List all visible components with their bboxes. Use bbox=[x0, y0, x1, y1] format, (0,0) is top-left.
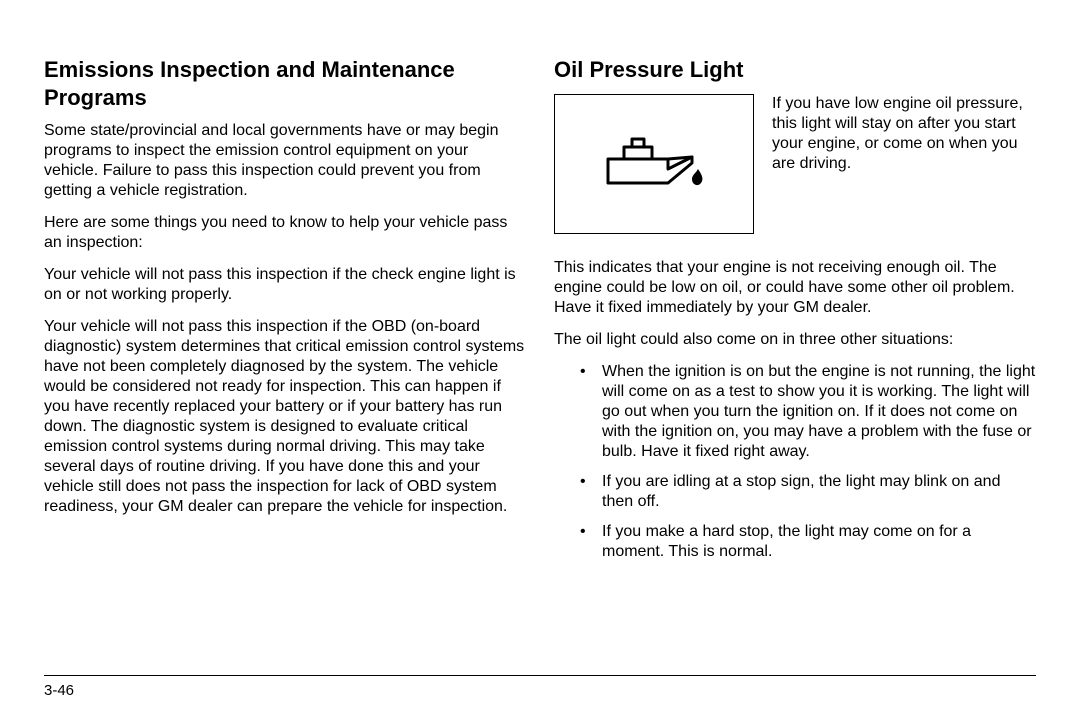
oil-light-situations-list: When the ignition is on but the engine i… bbox=[554, 362, 1036, 562]
list-item: If you are idling at a stop sign, the li… bbox=[570, 472, 1036, 512]
left-heading: Emissions Inspection and Maintenance Pro… bbox=[44, 56, 526, 111]
left-column: Emissions Inspection and Maintenance Pro… bbox=[44, 56, 526, 667]
icon-description: If you have low engine oil pressure, thi… bbox=[772, 94, 1036, 234]
oil-pressure-icon-box bbox=[554, 94, 754, 234]
left-paragraph-4: Your vehicle will not pass this inspecti… bbox=[44, 317, 526, 517]
list-item: If you make a hard stop, the light may c… bbox=[570, 522, 1036, 562]
left-paragraph-3: Your vehicle will not pass this inspecti… bbox=[44, 265, 526, 305]
page-footer: 3-46 bbox=[44, 675, 1036, 700]
left-paragraph-1: Some state/provincial and local governme… bbox=[44, 121, 526, 201]
left-paragraph-2: Here are some things you need to know to… bbox=[44, 213, 526, 253]
manual-page: Emissions Inspection and Maintenance Pro… bbox=[0, 0, 1080, 720]
right-column: Oil Pressure Light bbox=[554, 56, 1036, 667]
right-paragraph-2: The oil light could also come on in thre… bbox=[554, 330, 1036, 350]
page-number: 3-46 bbox=[44, 682, 74, 699]
list-item: When the ignition is on but the engine i… bbox=[570, 362, 1036, 462]
right-paragraph-1: This indicates that your engine is not r… bbox=[554, 258, 1036, 318]
icon-row: If you have low engine oil pressure, thi… bbox=[554, 94, 1036, 234]
two-column-layout: Emissions Inspection and Maintenance Pro… bbox=[44, 56, 1036, 667]
right-heading: Oil Pressure Light bbox=[554, 56, 1036, 84]
icon-desc-text: If you have low engine oil pressure, thi… bbox=[772, 94, 1036, 174]
oil-can-icon bbox=[594, 129, 714, 199]
